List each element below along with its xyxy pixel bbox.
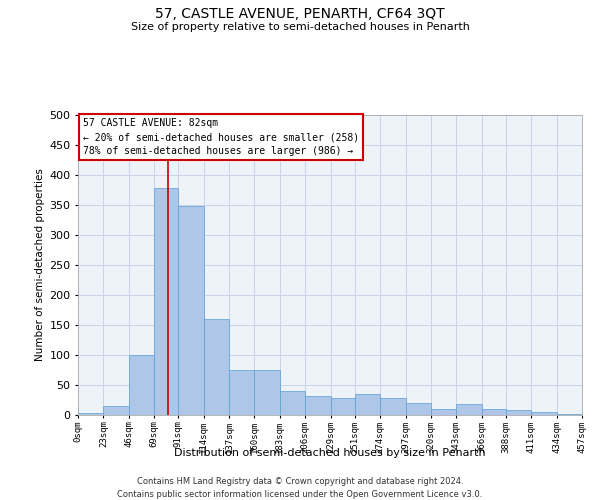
Text: Size of property relative to semi-detached houses in Penarth: Size of property relative to semi-detach… bbox=[131, 22, 469, 32]
Bar bbox=[331, 398, 355, 415]
Bar bbox=[506, 410, 531, 415]
Bar bbox=[380, 398, 406, 415]
Bar bbox=[305, 396, 331, 415]
Bar bbox=[431, 409, 456, 415]
Bar bbox=[204, 319, 229, 415]
Bar bbox=[531, 412, 557, 415]
Bar bbox=[103, 406, 129, 415]
Bar bbox=[355, 394, 380, 415]
Y-axis label: Number of semi-detached properties: Number of semi-detached properties bbox=[35, 168, 45, 362]
Bar bbox=[154, 188, 178, 415]
Text: Contains HM Land Registry data © Crown copyright and database right 2024.: Contains HM Land Registry data © Crown c… bbox=[137, 478, 463, 486]
Bar bbox=[456, 404, 482, 415]
Bar bbox=[129, 355, 154, 415]
Bar bbox=[406, 403, 431, 415]
Text: Contains public sector information licensed under the Open Government Licence v3: Contains public sector information licen… bbox=[118, 490, 482, 499]
Text: 57 CASTLE AVENUE: 82sqm
← 20% of semi-detached houses are smaller (258)
78% of s: 57 CASTLE AVENUE: 82sqm ← 20% of semi-de… bbox=[83, 118, 359, 156]
Bar bbox=[78, 413, 103, 415]
Bar bbox=[557, 414, 582, 415]
Bar bbox=[229, 370, 254, 415]
Bar bbox=[254, 370, 280, 415]
Text: Distribution of semi-detached houses by size in Penarth: Distribution of semi-detached houses by … bbox=[174, 448, 486, 458]
Text: 57, CASTLE AVENUE, PENARTH, CF64 3QT: 57, CASTLE AVENUE, PENARTH, CF64 3QT bbox=[155, 8, 445, 22]
Bar bbox=[178, 206, 204, 415]
Bar bbox=[280, 391, 305, 415]
Bar bbox=[482, 409, 506, 415]
